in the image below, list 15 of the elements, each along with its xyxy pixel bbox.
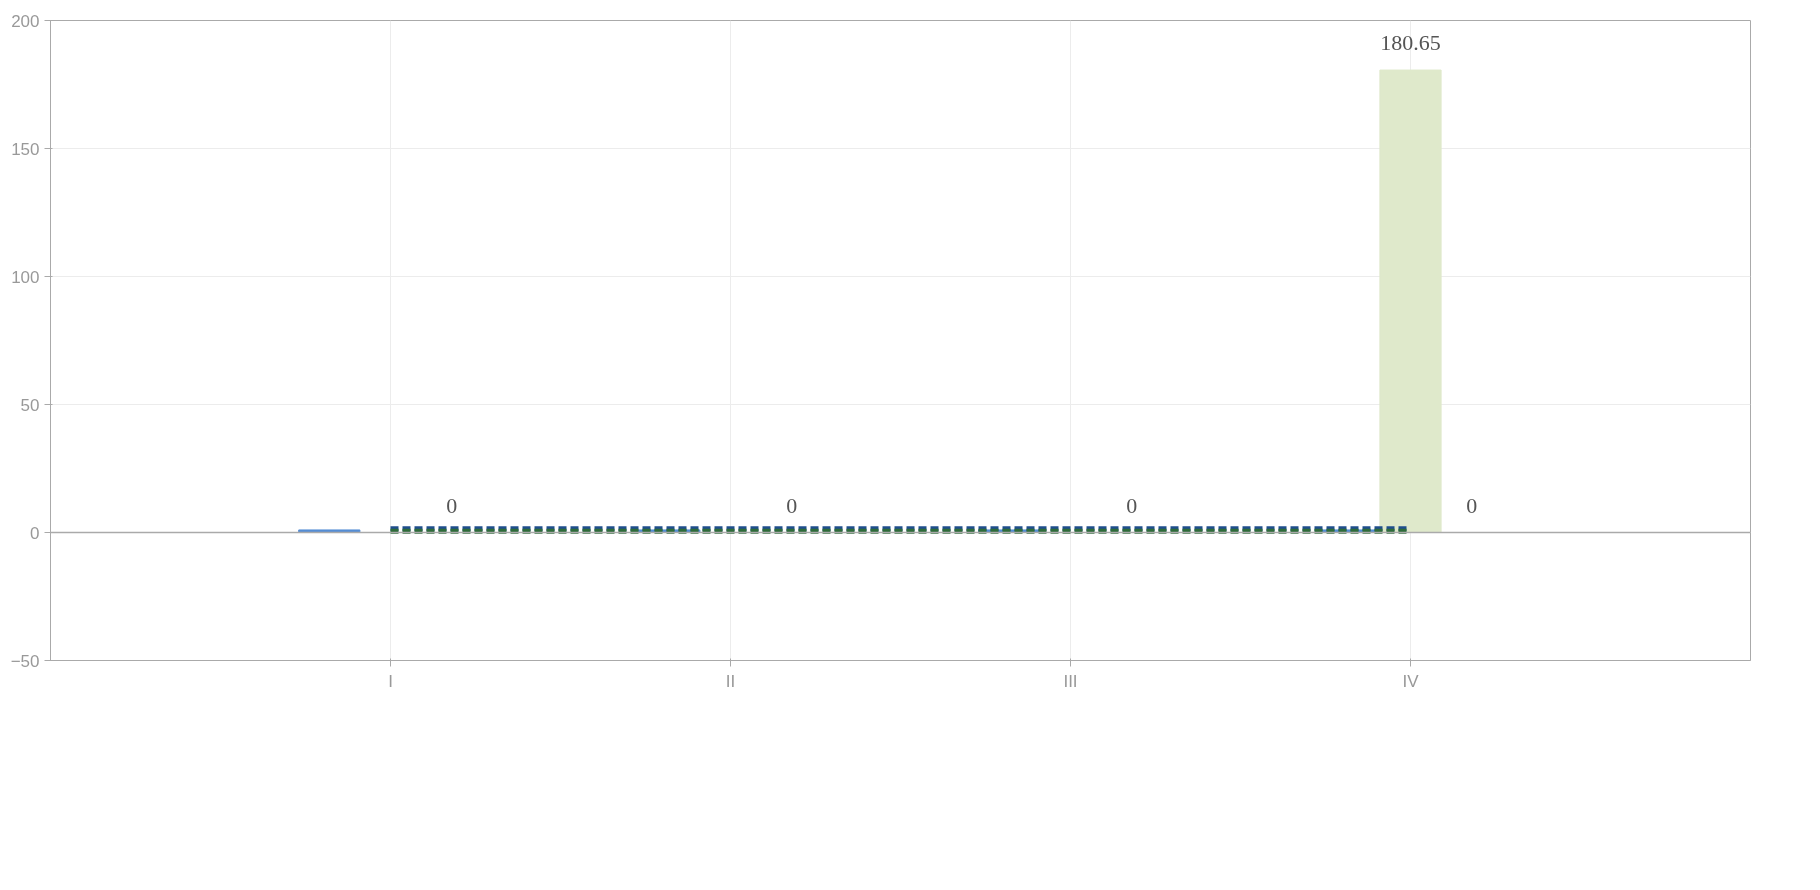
data-label: 0 — [786, 492, 798, 518]
data-label: 0 — [1126, 492, 1138, 518]
x-tick-label: II — [725, 671, 736, 691]
x-tick-label: I — [388, 671, 393, 691]
x-tick-label: IV — [1402, 671, 1420, 691]
y-tick-label: 100 — [11, 267, 40, 287]
data-label: 0 — [1466, 492, 1478, 518]
data-label: 180.65 — [1380, 30, 1441, 56]
y-tick-label: 200 — [11, 11, 40, 31]
y-tick-label: 50 — [20, 395, 40, 415]
data-label: 0 — [446, 492, 458, 518]
y-tick-label: −50 — [10, 651, 40, 671]
y-tick-label: 0 — [30, 523, 40, 543]
x-tick-label: III — [1063, 671, 1078, 691]
y-tick-label: 150 — [11, 139, 40, 159]
